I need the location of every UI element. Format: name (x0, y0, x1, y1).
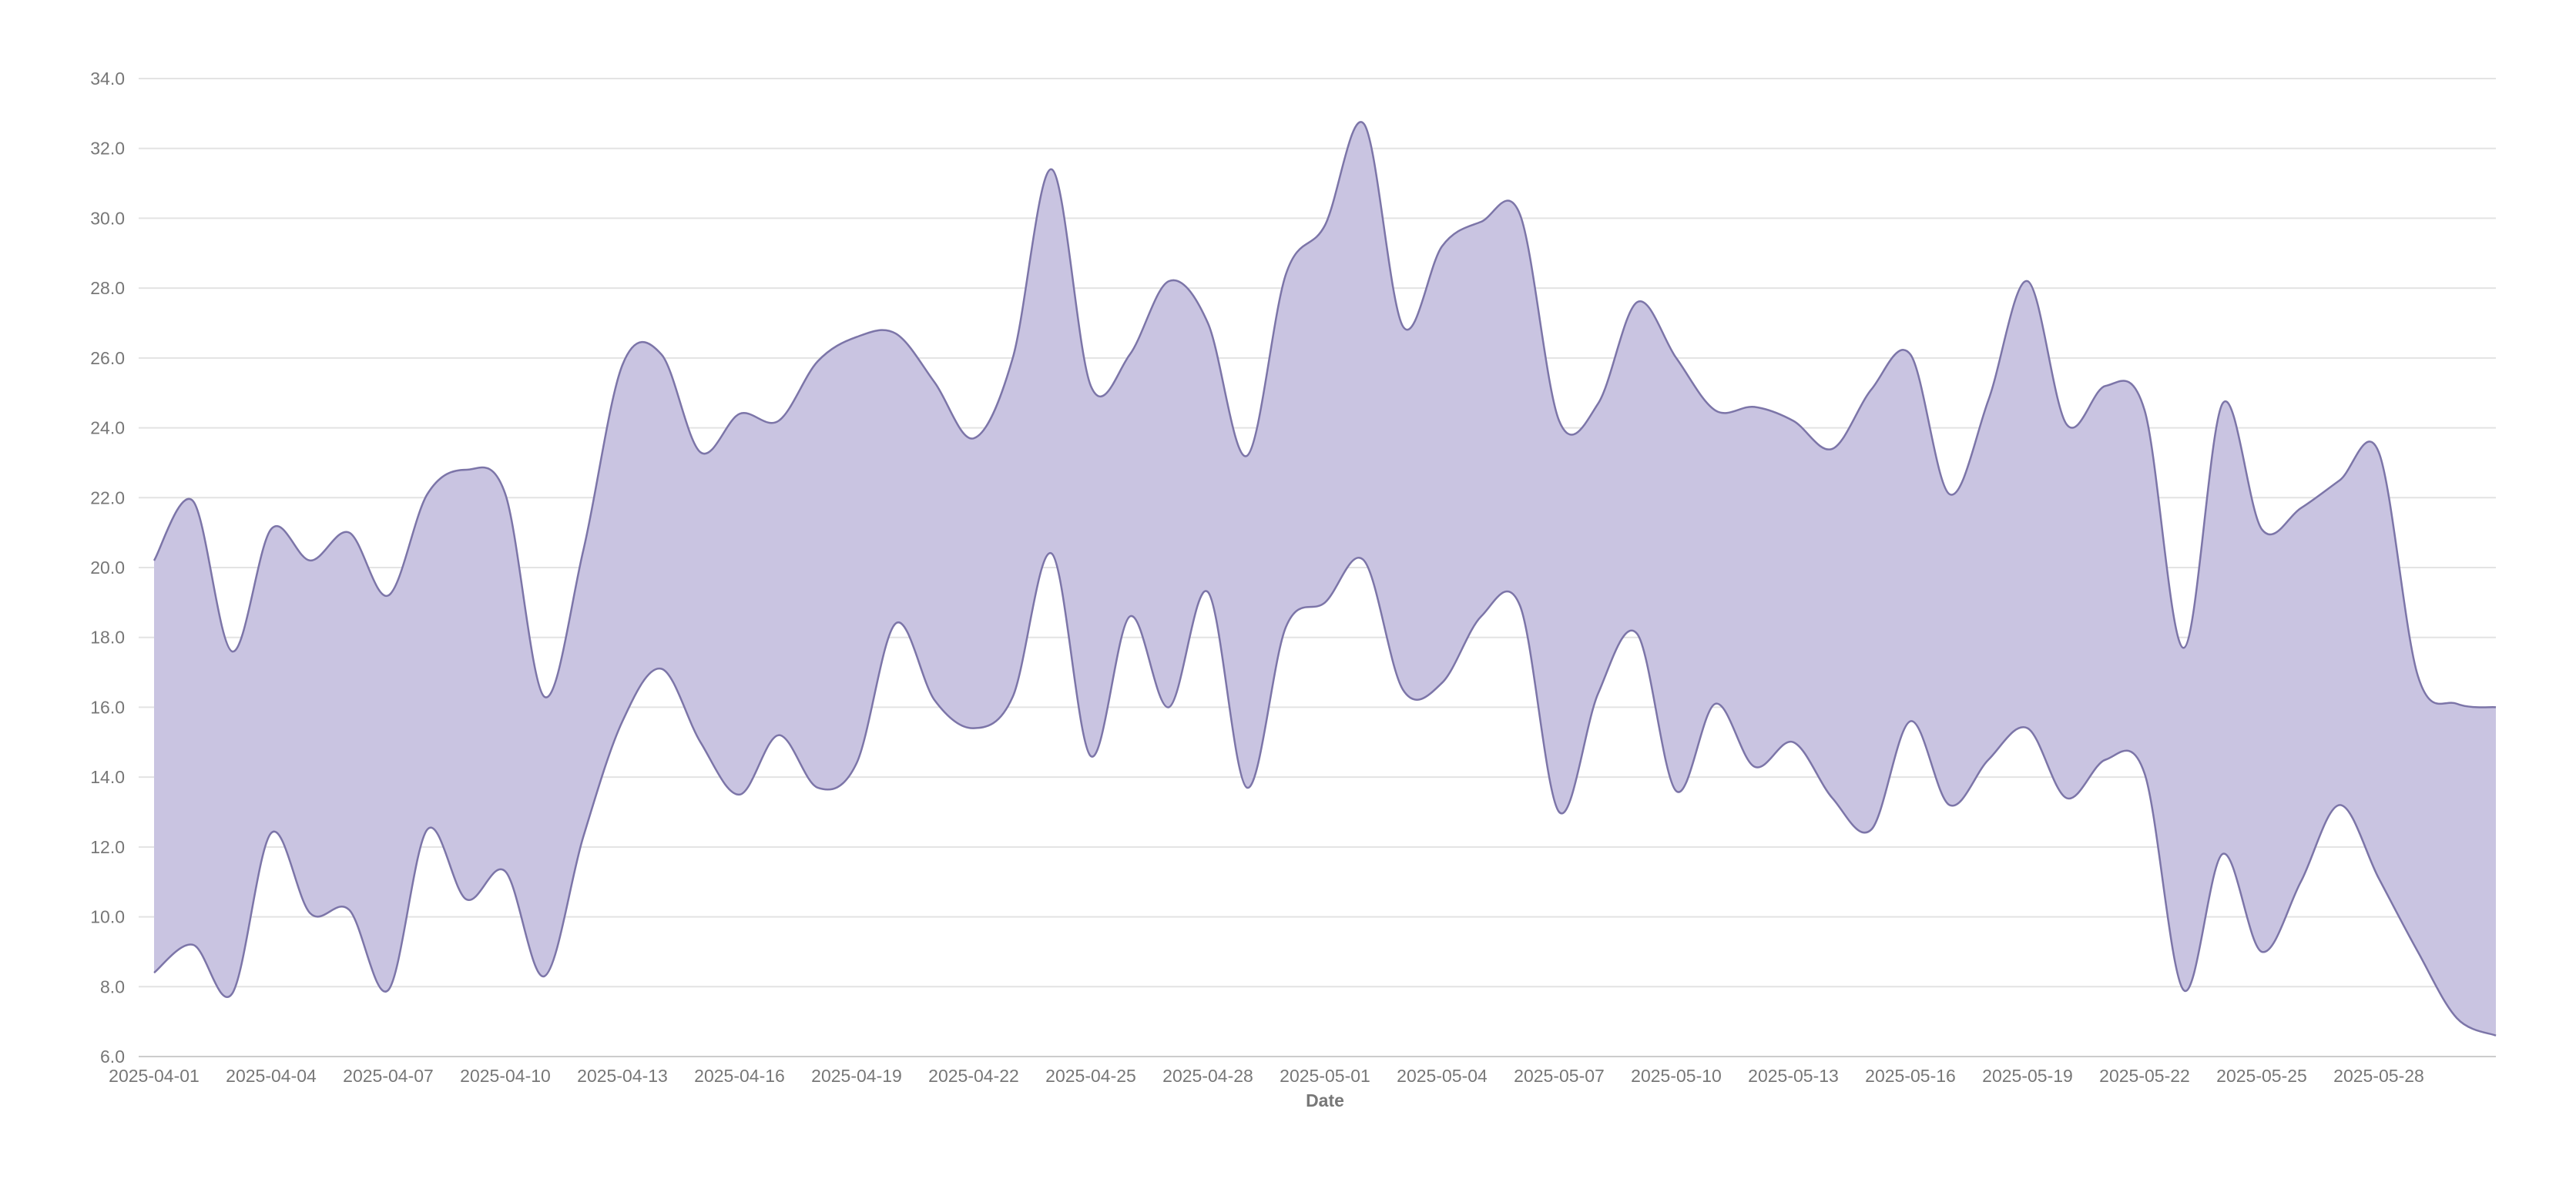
y-tick-label: 20.0 (90, 558, 125, 578)
x-tick-label: 2025-05-13 (1748, 1066, 1839, 1086)
x-tick-label: 2025-05-28 (2333, 1066, 2424, 1086)
y-tick-label: 8.0 (100, 976, 125, 996)
x-tick-label: 2025-04-10 (460, 1066, 551, 1086)
range-band (153, 121, 2497, 1037)
y-tick-label: 32.0 (90, 139, 125, 159)
x-tick-label: 2025-05-16 (1865, 1066, 1956, 1086)
x-tick-label: 2025-05-22 (2099, 1066, 2190, 1086)
x-tick-label: 2025-05-10 (1631, 1066, 1722, 1086)
y-tick-label: 14.0 (90, 767, 125, 787)
x-tick-label: 2025-05-04 (1397, 1066, 1488, 1086)
y-tick-label: 28.0 (90, 278, 125, 298)
x-tick-label: 2025-05-01 (1280, 1066, 1370, 1086)
y-tick-label: 22.0 (90, 487, 125, 507)
y-tick-label: 30.0 (90, 208, 125, 228)
x-tick-label: 2025-04-22 (928, 1066, 1019, 1086)
y-tick-label: 16.0 (90, 697, 125, 717)
x-tick-label: 2025-04-04 (226, 1066, 317, 1086)
x-tick-label: 2025-04-01 (109, 1066, 200, 1086)
x-tick-label: 2025-05-07 (1514, 1066, 1605, 1086)
x-tick-label: 2025-05-19 (1982, 1066, 2073, 1086)
y-tick-label: 34.0 (90, 69, 125, 89)
x-axis-title: Date (1306, 1090, 1344, 1110)
x-tick-label: 2025-04-28 (1162, 1066, 1253, 1086)
x-tick-label: 2025-05-25 (2216, 1066, 2307, 1086)
x-tick-label: 2025-04-19 (811, 1066, 902, 1086)
y-tick-label: 12.0 (90, 837, 125, 857)
y-axis-tick-labels: 6.0 8.0 10.0 12.0 14.0 16.0 18.0 20.0 22.0 24.0 26… (90, 69, 125, 1067)
y-tick-label: 24.0 (90, 418, 125, 438)
lower-bound-line (153, 552, 2497, 1037)
x-tick-label: 2025-04-13 (577, 1066, 668, 1086)
x-tick-label: 2025-04-07 (343, 1066, 434, 1086)
x-axis-tick-labels: 2025-04-01 2025-04-04 2025-04-07 2025-04-10… (109, 1066, 2424, 1086)
y-tick-label: 26.0 (90, 348, 125, 368)
y-tick-label: 6.0 (100, 1047, 125, 1067)
x-tick-label: 2025-04-25 (1045, 1066, 1136, 1086)
x-tick-label: 2025-04-16 (694, 1066, 785, 1086)
upper-bound-line (153, 121, 2497, 708)
y-tick-label: 10.0 (90, 907, 125, 927)
y-tick-label: 18.0 (90, 628, 125, 648)
range-band-fill (154, 122, 2496, 1036)
